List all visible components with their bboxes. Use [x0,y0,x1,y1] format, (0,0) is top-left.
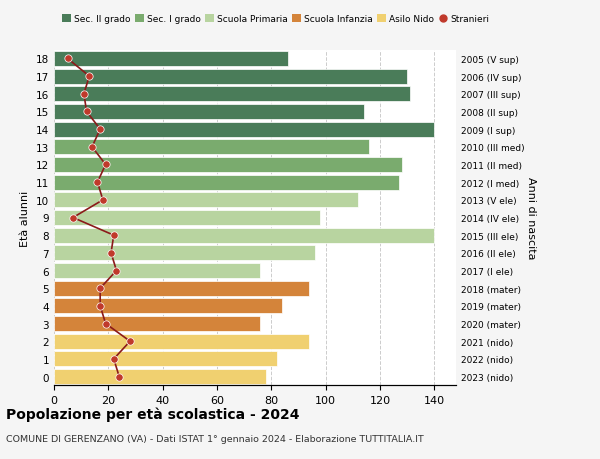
Bar [54,228,434,243]
Point [109,355,119,363]
Bar [54,87,410,102]
Bar [54,352,277,367]
Point [63,56,73,63]
Bar [54,246,315,261]
Point [115,373,124,381]
Bar [54,105,364,120]
Bar [54,281,310,296]
Bar [54,211,320,225]
Bar [54,175,399,190]
Point [87,144,97,151]
Point [106,250,116,257]
Point [95,285,105,292]
Bar [54,123,434,137]
Point [95,126,105,134]
Bar [54,140,369,155]
Point [92,179,102,186]
Point [101,162,110,169]
Bar [54,316,260,331]
Y-axis label: Età alunni: Età alunni [20,190,31,246]
Point [85,73,94,81]
Point [112,267,121,274]
Bar [54,369,266,384]
Point [82,108,91,116]
Legend: Sec. II grado, Sec. I grado, Scuola Primaria, Scuola Infanzia, Asilo Nido, Stran: Sec. II grado, Sec. I grado, Scuola Prim… [59,11,493,28]
Text: COMUNE DI GERENZANO (VA) - Dati ISTAT 1° gennaio 2024 - Elaborazione TUTTITALIA.: COMUNE DI GERENZANO (VA) - Dati ISTAT 1°… [6,434,424,442]
Point [79,91,89,98]
Bar [54,52,287,67]
Point [98,197,107,204]
Point [101,320,110,328]
Bar [54,157,401,173]
Point [95,302,105,310]
Point [125,338,135,345]
Y-axis label: Anni di nascita: Anni di nascita [526,177,536,259]
Text: Popolazione per età scolastica - 2024: Popolazione per età scolastica - 2024 [6,406,299,421]
Bar [54,69,407,84]
Bar [54,299,282,313]
Bar [54,193,358,208]
Bar [54,263,260,279]
Point [109,232,119,239]
Bar [54,334,310,349]
Point [68,214,78,222]
